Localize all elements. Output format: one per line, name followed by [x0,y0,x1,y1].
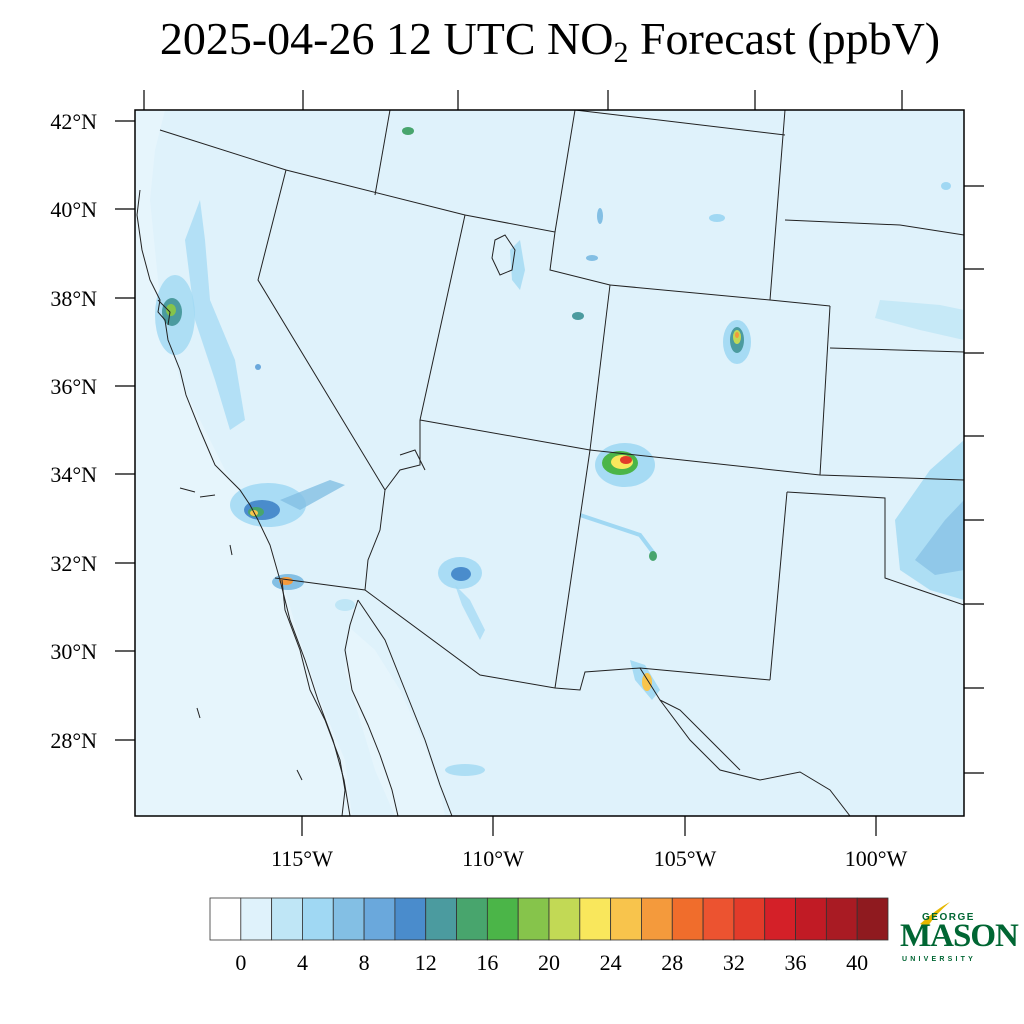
colorbar-swatch [271,897,303,941]
colorbar-swatch [548,897,581,941]
border-tx-ok [786,491,964,606]
logo-swoosh-icon [920,902,950,926]
colorbar-swatch [240,897,273,941]
colorbar-swatch [486,897,519,941]
lat-labels: 42°N 40°N 38°N 36°N 34°N 32°N 30°N 28°N [50,109,97,753]
gulf-of-california [345,628,445,816]
border-ne-sd [784,219,964,236]
colorbar-swatch [795,897,827,941]
right-ticks [964,185,984,774]
lat-label: 38°N [50,286,97,311]
border-wy-west [554,110,576,233]
great-salt-lake [491,234,516,276]
logo-mason-text: MASON [900,918,1019,954]
logo-george-text: GEORGE [922,912,975,923]
colorbar-swatch [825,897,858,941]
plume-central-valley [185,200,245,430]
colorbar-tick-label: 0 [235,950,247,975]
colorbar-tick-label: 40 [846,950,869,975]
border-ks-ne [829,347,964,353]
plume-slc [510,240,525,290]
coastline-baja-west [281,579,346,816]
colorbar-tick-label: 4 [296,950,308,975]
lon-label: 100°W [845,846,908,871]
gmu-logo: GEORGE MASON UNIVERSITY [898,900,1019,970]
border-co-east [819,305,831,476]
colorbar-swatch [209,897,242,941]
border-wy-east [769,110,786,301]
colorbar-swatch [456,897,488,941]
colorbar-swatch [363,897,396,941]
border-ut-wy [464,214,611,286]
border-az-ca [364,489,386,591]
colorbar-tick-label: 28 [661,950,684,975]
boundaries [136,110,964,816]
map-frame [134,109,965,817]
border-ut-az [419,419,591,451]
border-nv-ut [419,214,466,421]
top-ticks [143,90,903,110]
colorbar-swatch [764,897,796,941]
lat-label: 28°N [50,728,97,753]
colorbar-swatch [641,897,673,941]
map-title: 2025-04-26 12 UTC NO2 Forecast (ppbV) [0,12,1024,70]
colorbar-swatch [302,897,334,941]
border-nv-az [384,420,421,491]
title-suffix: Forecast (ppbV) [628,13,941,64]
border-ca-nv [257,169,386,491]
border-wy-north [574,110,786,136]
lon-label: 110°W [462,846,524,871]
colorbar-swatch [394,897,427,941]
left-ticks [115,120,135,741]
colorbar-swatch [425,897,457,941]
border-az-nm [554,449,591,689]
colorbar-swatch [517,897,550,941]
title-prefix: 2025-04-26 12 UTC NO [159,13,614,64]
bottom-ticks [301,816,877,836]
plume-abq-trail [579,513,657,557]
logo-university-text: UNIVERSITY [902,956,977,963]
colorbar-tick-label: 16 [476,950,499,975]
lat-label: 32°N [50,551,97,576]
colorbar-swatch [733,897,766,941]
plains-band-c [915,500,964,575]
lon-labels: 115°W 110°W 105°W 100°W [271,846,907,871]
colorbar-tick-label: 24 [599,950,622,975]
border-ut-co [589,284,611,451]
colorbar-tick-label: 36 [784,950,807,975]
border-us-mexico [274,577,851,816]
colorbar-swatch [671,897,704,941]
colorbar-tick-label: 8 [358,950,370,975]
lat-label: 40°N [50,197,97,222]
colorbar-swatch [856,897,889,941]
border-north-ca [159,129,287,171]
border-id-wy [374,110,391,196]
colorbar-swatch [332,897,365,941]
border-co-nm [589,449,964,481]
colorbar-tick-label: 32 [722,950,745,975]
coastline-sonora [357,599,453,816]
lat-label: 34°N [50,462,97,487]
coastline-us [136,189,351,816]
colorbar-tick-label: 12 [414,950,437,975]
rio-grande [659,699,741,771]
lat-label: 30°N [50,639,97,664]
lon-label: 115°W [271,846,333,871]
colorbar-tick-label: 20 [538,950,560,975]
colorbar-swatch [579,897,612,941]
colorbar [209,897,889,941]
colorbar-swatch [610,897,642,941]
lon-label: 105°W [654,846,717,871]
lat-label: 36°N [50,374,97,399]
coastline-baja-east [344,599,399,816]
plains-band-a [875,300,964,340]
title-subscript: 2 [613,36,629,69]
border-nm-south [639,667,771,681]
border-nm-east [769,491,788,681]
colorbar-swatch [702,897,735,941]
lat-label: 42°N [50,109,97,134]
